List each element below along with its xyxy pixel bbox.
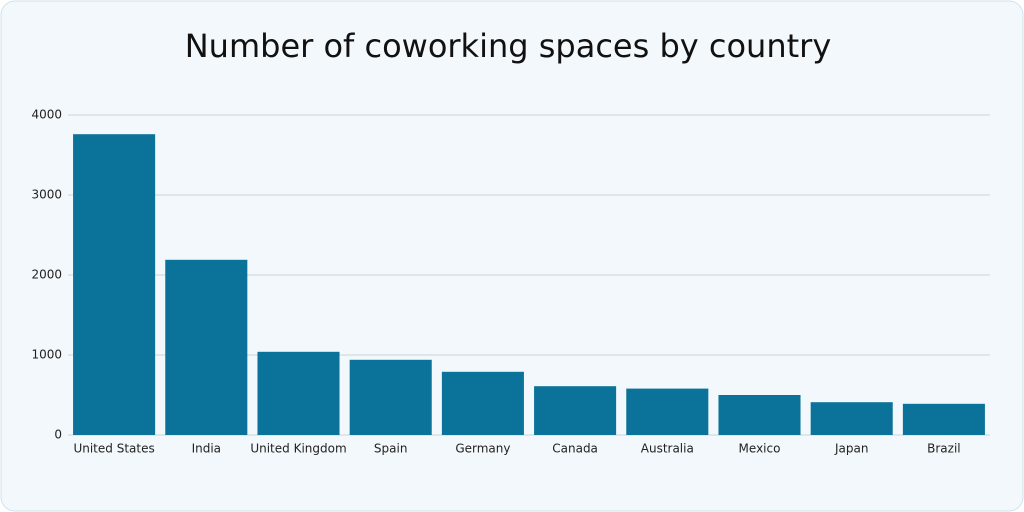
x-tick-label: Japan [834,442,868,456]
x-tick-label: Australia [641,442,694,456]
x-tick-label: India [192,442,221,456]
y-tick-label: 1000 [31,348,62,362]
bar [626,388,709,435]
bar [165,259,248,435]
bar [73,134,156,435]
y-tick-label: 0 [54,428,62,442]
x-tick-label: United States [73,442,154,456]
x-tick-label: Germany [455,442,510,456]
x-tick-label: Mexico [739,442,781,456]
bar [718,395,801,435]
y-tick-label: 3000 [31,188,62,202]
x-tick-label: United Kingdom [250,442,346,456]
x-tick-label: Spain [374,442,408,456]
y-tick-label: 2000 [31,268,62,282]
bar [902,403,985,435]
bar [349,359,432,435]
bar [534,386,617,435]
bar [257,351,340,435]
y-tick-label: 4000 [31,108,62,122]
bar [810,402,893,435]
x-tick-label: Canada [552,442,598,456]
x-tick-label: Brazil [927,442,961,456]
chart-title: Number of coworking spaces by country [185,27,832,65]
bar [441,371,524,435]
